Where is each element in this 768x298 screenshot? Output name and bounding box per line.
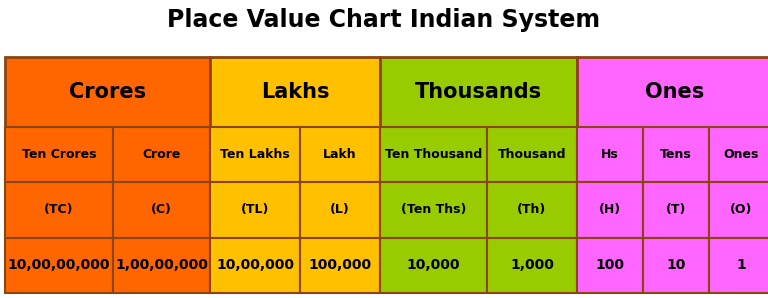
Text: Ones: Ones [723, 148, 759, 161]
Text: (C): (C) [151, 203, 172, 216]
Text: (TC): (TC) [45, 203, 74, 216]
Text: (L): (L) [330, 203, 350, 216]
Bar [5, 57, 210, 127]
Bar [709, 127, 768, 182]
Bar [210, 57, 380, 127]
Text: 10,00,00,000: 10,00,00,000 [8, 258, 111, 272]
Bar [577, 57, 768, 127]
Text: (H): (H) [599, 203, 621, 216]
Bar [113, 238, 210, 293]
Text: 1,00,00,000: 1,00,00,000 [115, 258, 208, 272]
Bar [5, 127, 113, 182]
Text: Ten Crores: Ten Crores [22, 148, 96, 161]
Bar [380, 182, 487, 238]
Text: (O): (O) [730, 203, 752, 216]
Text: 100: 100 [595, 258, 624, 272]
Text: Place Value Chart Indian System: Place Value Chart Indian System [167, 8, 601, 32]
Bar [113, 127, 210, 182]
Text: 1,000: 1,000 [510, 258, 554, 272]
Bar [487, 127, 577, 182]
Text: Thousands: Thousands [415, 82, 542, 102]
Bar [643, 127, 709, 182]
Bar [487, 182, 577, 238]
Bar [577, 182, 643, 238]
Text: Lakh: Lakh [323, 148, 357, 161]
Text: Ones: Ones [645, 82, 704, 102]
Text: 100,000: 100,000 [309, 258, 372, 272]
Text: (Th): (Th) [518, 203, 547, 216]
Text: (T): (T) [666, 203, 686, 216]
Bar [210, 182, 300, 238]
Bar [5, 182, 113, 238]
Text: (TL): (TL) [241, 203, 270, 216]
Text: Thousand: Thousand [498, 148, 566, 161]
Bar [300, 127, 380, 182]
Text: Crore: Crore [142, 148, 180, 161]
Text: (Ten Ths): (Ten Ths) [401, 203, 466, 216]
Text: Lakhs: Lakhs [261, 82, 329, 102]
Bar [709, 182, 768, 238]
Text: 10,000: 10,000 [407, 258, 460, 272]
Bar [210, 238, 300, 293]
Text: 10,00,000: 10,00,000 [216, 258, 294, 272]
Text: Crores: Crores [69, 82, 146, 102]
Text: Ten Thousand: Ten Thousand [385, 148, 482, 161]
Bar [5, 238, 113, 293]
Text: 1: 1 [736, 258, 746, 272]
Bar [487, 238, 577, 293]
Bar [300, 182, 380, 238]
Bar [577, 127, 643, 182]
Bar [709, 238, 768, 293]
Bar [380, 57, 577, 127]
Bar [210, 127, 300, 182]
Bar [380, 127, 487, 182]
Bar [380, 238, 487, 293]
Bar [643, 238, 709, 293]
Text: Ten Lakhs: Ten Lakhs [220, 148, 290, 161]
Bar [300, 238, 380, 293]
Bar [113, 182, 210, 238]
Text: Hs: Hs [601, 148, 619, 161]
Text: Tens: Tens [660, 148, 692, 161]
Bar [643, 182, 709, 238]
Bar [577, 238, 643, 293]
Text: 10: 10 [667, 258, 686, 272]
